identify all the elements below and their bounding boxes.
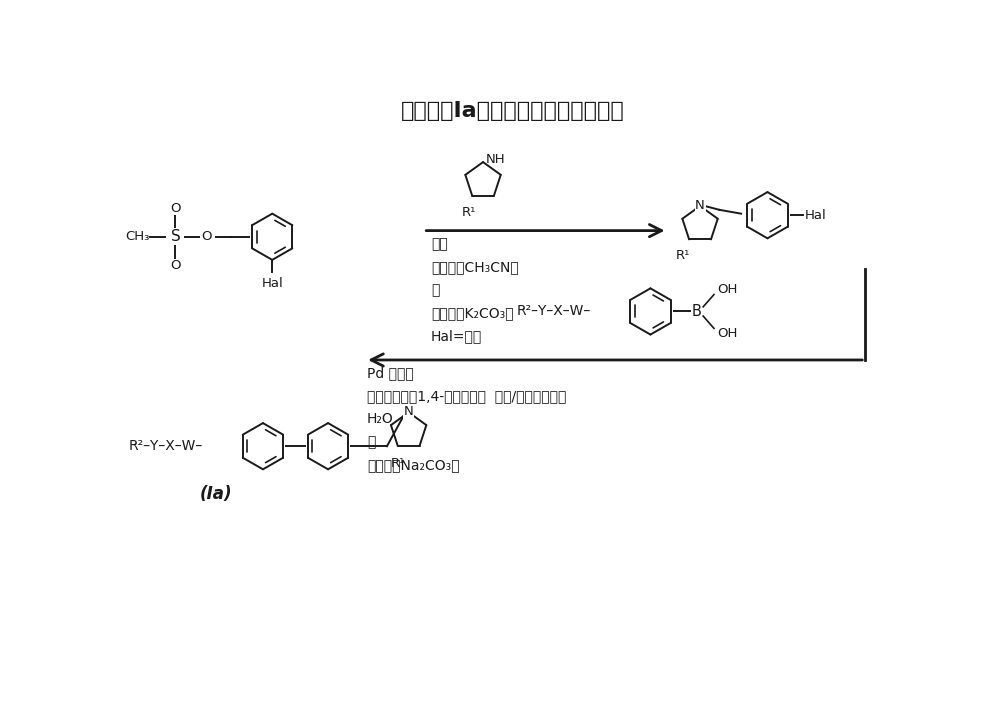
Text: OH: OH <box>717 327 737 340</box>
Text: （例如，CH₃CN）: （例如，CH₃CN） <box>431 260 519 274</box>
Text: （例如，K₂CO₃）: （例如，K₂CO₃） <box>431 306 514 320</box>
Text: O: O <box>201 230 212 243</box>
Text: N: N <box>404 405 414 418</box>
Text: H₂O: H₂O <box>367 413 394 426</box>
Text: OH: OH <box>717 284 737 296</box>
Text: R¹: R¹ <box>391 457 405 469</box>
Text: Hal: Hal <box>261 277 283 290</box>
Text: B: B <box>692 304 702 319</box>
Text: R¹: R¹ <box>676 250 690 262</box>
Text: Pd 催化剂: Pd 催化剂 <box>367 366 414 380</box>
Text: S: S <box>170 229 180 245</box>
Text: （例如，Na₂CO₃）: （例如，Na₂CO₃） <box>367 459 459 472</box>
Text: 溶剂（例如，1,4-二氧六环，  甲苯/乙醇，甲苯）: 溶剂（例如，1,4-二氧六环， 甲苯/乙醇，甲苯） <box>367 389 566 403</box>
Text: R¹: R¹ <box>462 206 476 219</box>
Text: NH: NH <box>486 153 506 167</box>
Text: Hal=卤素: Hal=卤素 <box>431 329 482 343</box>
Text: (Ia): (Ia) <box>200 485 233 503</box>
Text: 制备式（Ia）化合物的一般合成方案: 制备式（Ia）化合物的一般合成方案 <box>401 101 624 121</box>
Text: CH₃: CH₃ <box>125 230 150 243</box>
Text: N: N <box>695 199 705 212</box>
Text: Hal: Hal <box>805 208 826 222</box>
Text: R²–Y–X–W–: R²–Y–X–W– <box>516 304 591 318</box>
Text: O: O <box>170 259 181 272</box>
Text: 碱: 碱 <box>431 283 440 297</box>
Text: R²–Y–X–W–: R²–Y–X–W– <box>129 439 203 453</box>
Text: 碱: 碱 <box>367 435 375 450</box>
Text: 溶剂: 溶剂 <box>431 237 448 251</box>
Text: O: O <box>170 202 181 215</box>
